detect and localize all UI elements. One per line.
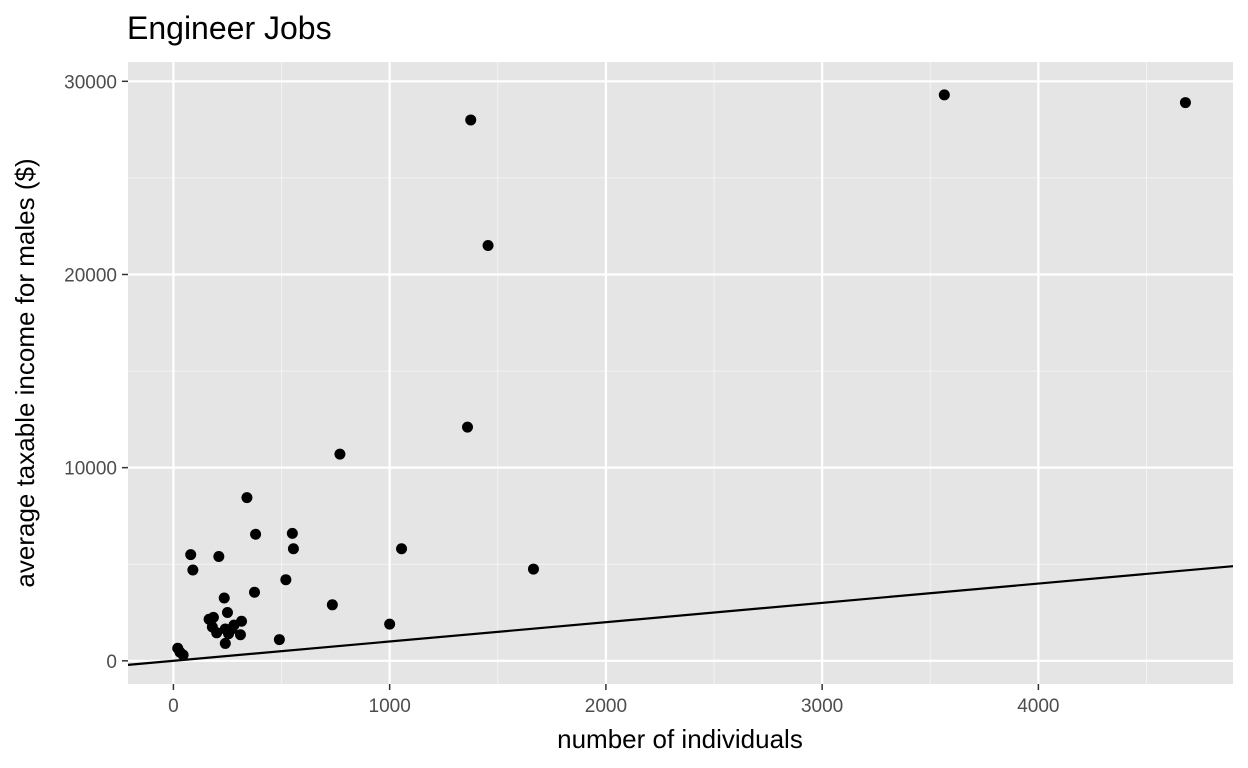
major-grid	[128, 62, 1233, 684]
x-tick-label: 4000	[1017, 696, 1059, 717]
y-axis-title: average taxable income for males ($)	[10, 158, 40, 587]
data-point	[249, 586, 261, 598]
plot-panel	[128, 62, 1233, 684]
data-point	[177, 649, 189, 661]
x-tick-label: 2000	[585, 696, 627, 717]
data-point	[187, 564, 199, 576]
data-point	[465, 114, 477, 126]
data-point	[219, 637, 231, 649]
data-point	[326, 599, 338, 611]
data-points	[172, 89, 1191, 661]
data-point	[527, 563, 539, 575]
y-tick-label: 0	[106, 652, 117, 673]
y-tick-label: 10000	[64, 459, 117, 480]
x-tick-label: 0	[168, 696, 179, 717]
data-point	[334, 448, 346, 460]
x-axis-title: number of individuals	[557, 724, 803, 754]
data-point	[207, 611, 219, 623]
data-point	[221, 607, 233, 619]
data-point	[250, 528, 262, 540]
data-point	[1179, 97, 1191, 109]
data-point	[280, 574, 292, 586]
data-point	[273, 634, 285, 646]
reference-line	[127, 565, 1234, 666]
data-point	[241, 492, 253, 504]
y-axis-ticks	[122, 80, 128, 662]
minor-grid	[128, 62, 1233, 684]
data-point	[384, 618, 396, 630]
data-point	[218, 592, 230, 604]
reference-line-segment	[127, 565, 1234, 666]
x-tick-label: 3000	[801, 696, 843, 717]
data-point	[236, 615, 248, 627]
data-point	[185, 549, 197, 561]
y-axis-tick-labels: 0 10000 20000 30000	[64, 72, 117, 673]
data-point	[938, 89, 950, 101]
x-tick-label: 1000	[369, 696, 411, 717]
data-point	[287, 543, 299, 555]
data-point	[234, 629, 246, 641]
y-tick-label: 30000	[64, 72, 117, 93]
chart-title: Engineer Jobs	[127, 10, 332, 46]
data-point	[462, 421, 474, 433]
data-point	[396, 543, 408, 555]
y-tick-label: 20000	[64, 265, 117, 286]
data-point	[211, 627, 223, 639]
x-axis-tick-labels: 0 1000 2000 3000 4000	[168, 696, 1059, 717]
data-point	[482, 240, 494, 252]
data-point	[213, 551, 225, 563]
x-axis-ticks	[172, 684, 1040, 690]
data-point	[286, 527, 298, 539]
